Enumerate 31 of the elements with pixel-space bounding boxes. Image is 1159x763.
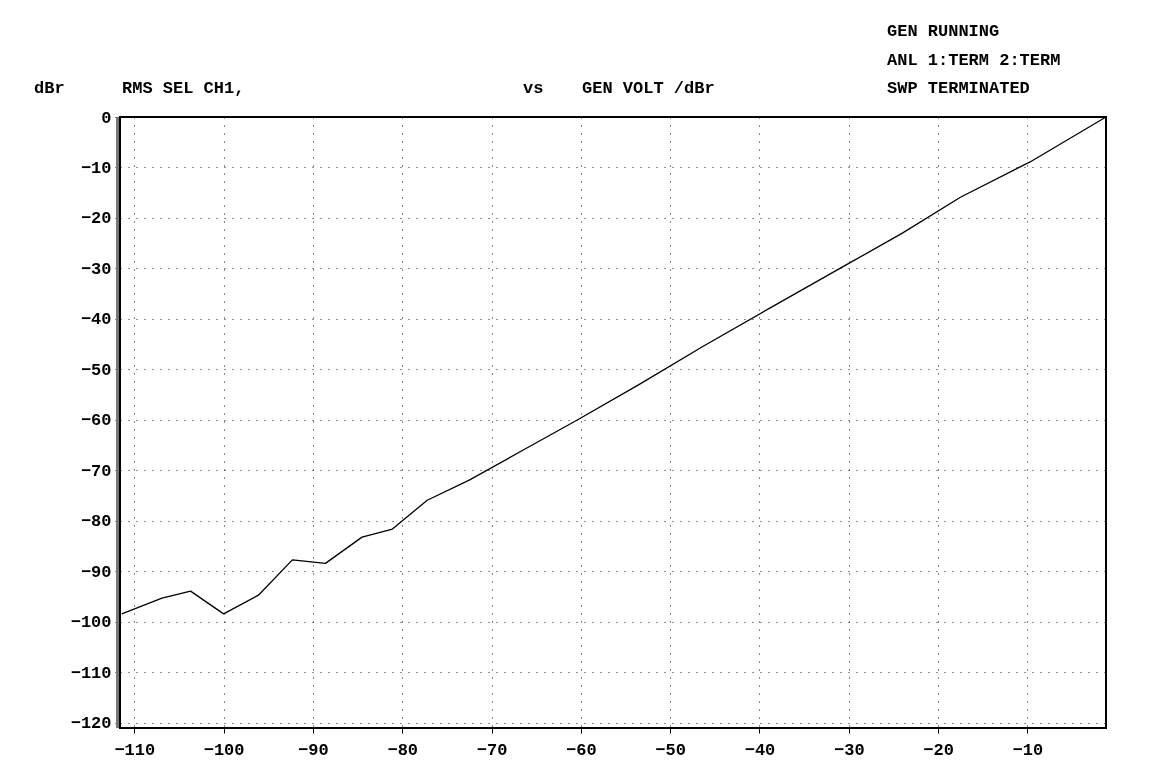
x-tick-label: −40: [744, 740, 776, 760]
x-tick-label: −10: [1012, 740, 1044, 760]
y-tick-label: −50: [80, 360, 112, 380]
x-tick-label: −80: [387, 740, 419, 760]
text: ANL 1:TERM 2:TERM: [887, 51, 1061, 70]
y-tick-label: 0: [101, 108, 112, 128]
y-tick-label: −30: [80, 259, 112, 279]
x-tick-label: −30: [833, 740, 865, 760]
y-tick-label: −60: [80, 411, 112, 431]
x-tick-label: −50: [655, 740, 686, 760]
text: GEN VOLT /dBr: [582, 79, 715, 98]
text: vs: [523, 79, 544, 98]
y-tick-label: −40: [80, 310, 112, 330]
y-tick-label: −120: [70, 714, 112, 734]
x-tick-label: −70: [476, 740, 508, 760]
x-tick-label: −60: [566, 740, 597, 760]
x-tick-label: −100: [203, 740, 245, 760]
text: GEN RUNNING: [887, 22, 1000, 41]
y-tick-label: −110: [70, 663, 112, 683]
x-tick-label: −20: [923, 740, 954, 760]
x-tick-label: −110: [114, 740, 156, 760]
y-tick-label: −90: [80, 562, 112, 582]
x-tick-label: −90: [298, 740, 329, 760]
y-tick-label: −70: [80, 461, 112, 481]
y-tick-label: −10: [80, 159, 112, 178]
y-tick-label: −80: [80, 512, 112, 532]
text: RMS SEL CH1,: [122, 79, 245, 98]
y-axis-title: dBr: [34, 79, 65, 98]
text: SWP TERMINATED: [887, 79, 1030, 98]
y-tick-label: −20: [80, 209, 112, 229]
y-tick-label: −100: [70, 613, 112, 633]
